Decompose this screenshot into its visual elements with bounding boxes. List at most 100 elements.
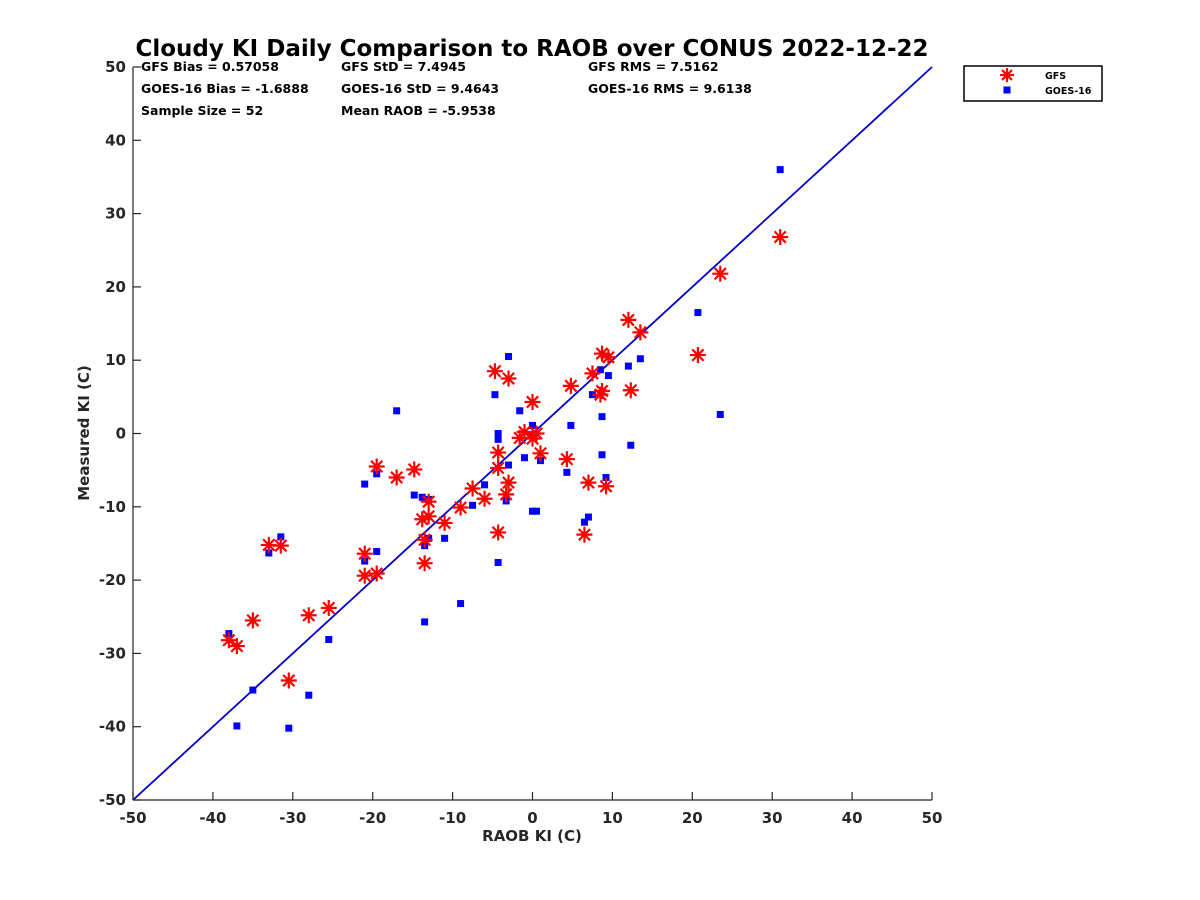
gfs-point	[368, 458, 385, 475]
gfs-point	[486, 363, 503, 380]
goes16-point	[481, 481, 489, 489]
y-tick-label: -10	[99, 498, 126, 516]
gfs-point	[406, 461, 423, 478]
gfs-point	[272, 537, 289, 554]
gfs-point	[598, 478, 615, 495]
stat-value: GOES-16 Bias = -1.6888	[141, 81, 309, 96]
y-tick-label: 0	[116, 425, 126, 443]
gfs-point	[420, 508, 437, 525]
gfs-point	[452, 499, 469, 516]
gfs-point	[356, 567, 373, 584]
x-tick-label: -40	[199, 809, 226, 827]
goes16-point	[425, 534, 433, 542]
gfs-point	[320, 599, 337, 616]
gfs-point	[558, 451, 575, 468]
goes16-point	[604, 372, 612, 380]
goes16-point	[421, 618, 429, 626]
gfs-point	[490, 444, 507, 461]
x-tick-label: 40	[842, 809, 863, 827]
gfs-point	[500, 370, 517, 387]
x-tick-label: -30	[279, 809, 306, 827]
gfs-point	[356, 545, 373, 562]
y-tick-label: 20	[105, 278, 126, 296]
chart-title: Cloudy KI Daily Comparison to RAOB over …	[135, 36, 928, 62]
goes16-point	[776, 166, 784, 174]
goes16-point	[505, 353, 513, 361]
x-axis-label: RAOB KI (C)	[482, 827, 582, 845]
goes16-point	[491, 391, 499, 399]
x-tick-label: 50	[922, 809, 943, 827]
gfs-point	[436, 514, 453, 531]
y-tick-label: 10	[105, 351, 126, 369]
gfs-point	[524, 393, 541, 410]
gfs-point	[300, 607, 317, 624]
legend: GFS GOES-16	[963, 65, 1103, 102]
legend-goes16-marker	[1003, 86, 1011, 94]
gfs-point	[584, 365, 601, 382]
x-tick-label: -10	[439, 809, 466, 827]
goes16-point	[494, 430, 502, 437]
goes16-point	[457, 600, 465, 608]
goes16-point	[505, 461, 513, 469]
goes16-point	[580, 518, 588, 526]
goes16-point	[521, 454, 529, 462]
goes16-point	[441, 534, 449, 542]
goes16-point	[529, 507, 536, 515]
goes16-point	[598, 413, 606, 421]
stat-value: Mean RAOB = -5.9538	[341, 103, 496, 118]
gfs-point	[420, 493, 437, 510]
gfs-point	[490, 459, 507, 476]
gfs-point	[562, 377, 579, 394]
goes16-point	[516, 407, 524, 415]
y-tick-label: 40	[105, 131, 126, 149]
goes16-point	[410, 491, 418, 499]
gfs-point	[532, 445, 549, 462]
stat-value: GOES-16 StD = 9.4643	[341, 81, 499, 96]
goes16-point	[598, 451, 606, 459]
gfs-point	[260, 536, 277, 553]
gfs-point	[416, 531, 433, 548]
y-tick-label: -40	[99, 718, 126, 736]
x-tick-label: -50	[119, 809, 146, 827]
goes16-point	[249, 686, 257, 694]
x-tick-label: 0	[527, 809, 537, 827]
goes16-point	[418, 493, 426, 501]
goes16-point	[277, 533, 285, 541]
gfs-point	[416, 555, 433, 572]
stat-value: GFS RMS = 7.5162	[588, 59, 719, 74]
goes16-point	[469, 501, 477, 509]
goes16-point	[265, 549, 273, 557]
gfs-point	[244, 612, 261, 629]
statistics-annotation: GFS Bias = 0.57058 GFS StD = 7.4945 GFS RM…	[141, 59, 752, 118]
goes16-point	[393, 407, 401, 415]
x-tick-label: 20	[682, 809, 703, 827]
gfs-point	[632, 324, 649, 341]
goes16-point	[624, 362, 632, 370]
gfs-point	[476, 490, 493, 507]
goes16-point	[373, 548, 381, 556]
y-axis-label: Measured KI (C)	[75, 365, 93, 501]
goes16-point	[494, 559, 502, 567]
legend-goes16-label: GOES-16	[1045, 86, 1092, 97]
goes16-point	[602, 473, 610, 481]
goes16-point	[584, 513, 592, 521]
legend-gfs-label: GFS	[1045, 71, 1066, 82]
y-tick-label: 30	[105, 205, 126, 223]
gfs-point	[228, 638, 245, 655]
goes16-point	[532, 507, 540, 515]
stat-value: GFS Bias = 0.57058	[141, 59, 279, 74]
goes16-point	[596, 366, 604, 374]
gfs-point	[576, 526, 593, 543]
legend-gfs-marker	[1000, 68, 1014, 82]
stat-value: GFS StD = 7.4945	[341, 59, 466, 74]
gfs-point	[622, 382, 639, 399]
goes16-point	[627, 441, 635, 449]
legend-box	[963, 65, 1103, 102]
y-tick-label: -50	[99, 791, 126, 809]
stat-value: GOES-16 RMS = 9.6138	[588, 81, 752, 96]
goes16-point	[563, 468, 571, 476]
gfs-point	[772, 229, 789, 246]
gfs-point	[580, 474, 597, 491]
gfs-point	[464, 480, 481, 497]
goes16-point	[494, 435, 502, 443]
